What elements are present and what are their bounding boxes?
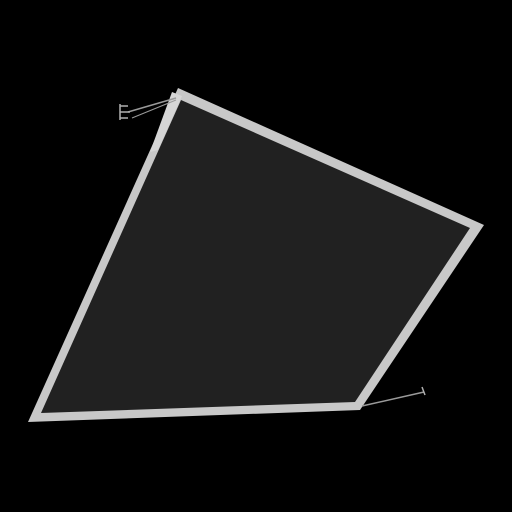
panel-corner-highlight — [150, 92, 182, 152]
wire-top-left-secondary — [131, 99, 177, 119]
wire-top-left — [127, 97, 177, 113]
wire-bottom-right — [361, 391, 425, 407]
connector-bottom-right-icon — [421, 386, 426, 396]
panel-surface — [41, 100, 470, 413]
connector-top-left-icon — [119, 104, 130, 120]
